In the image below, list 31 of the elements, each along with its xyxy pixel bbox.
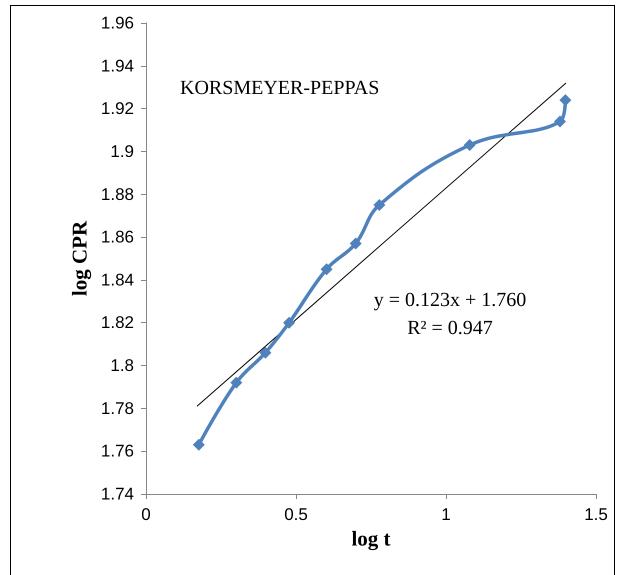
x-tick-label: 0.5 xyxy=(284,505,308,524)
y-tick-label: 1.92 xyxy=(100,99,134,118)
y-tick-label: 1.94 xyxy=(100,56,134,76)
y-tick-label: 1.88 xyxy=(100,184,134,204)
y-tick-label: 1.82 xyxy=(100,313,134,332)
x-tick-label: 1.5 xyxy=(584,505,608,524)
point xyxy=(554,115,566,128)
annotation: KORSMEYER-PEPPAS xyxy=(180,77,380,99)
y-tick-label: 1.86 xyxy=(100,228,134,247)
y-tick-label: 1.8 xyxy=(110,356,134,376)
x-axis-title: log t xyxy=(351,526,391,550)
point xyxy=(320,263,333,276)
point xyxy=(192,438,205,451)
x-tick-label: 1 xyxy=(441,505,451,524)
y-tick-label: 1.76 xyxy=(100,442,134,461)
y-tick-label: 1.9 xyxy=(110,142,134,161)
y-axis-title: log CPR xyxy=(68,220,92,296)
point xyxy=(259,346,272,359)
y-tick-label: 1.78 xyxy=(100,398,134,418)
point xyxy=(283,316,296,329)
x-tick-label: 0 xyxy=(141,505,151,524)
point xyxy=(230,376,242,389)
annotation: y = 0.123x + 1.760 xyxy=(374,289,526,311)
y-tick-label: 1.96 xyxy=(100,14,134,32)
y-tick-label: 1.74 xyxy=(100,484,134,504)
point xyxy=(373,198,386,211)
point xyxy=(559,94,572,106)
annotation: R² = 0.947 xyxy=(407,317,493,339)
y-tick-label: 1.84 xyxy=(100,270,134,290)
point xyxy=(350,238,362,250)
point xyxy=(464,139,476,152)
